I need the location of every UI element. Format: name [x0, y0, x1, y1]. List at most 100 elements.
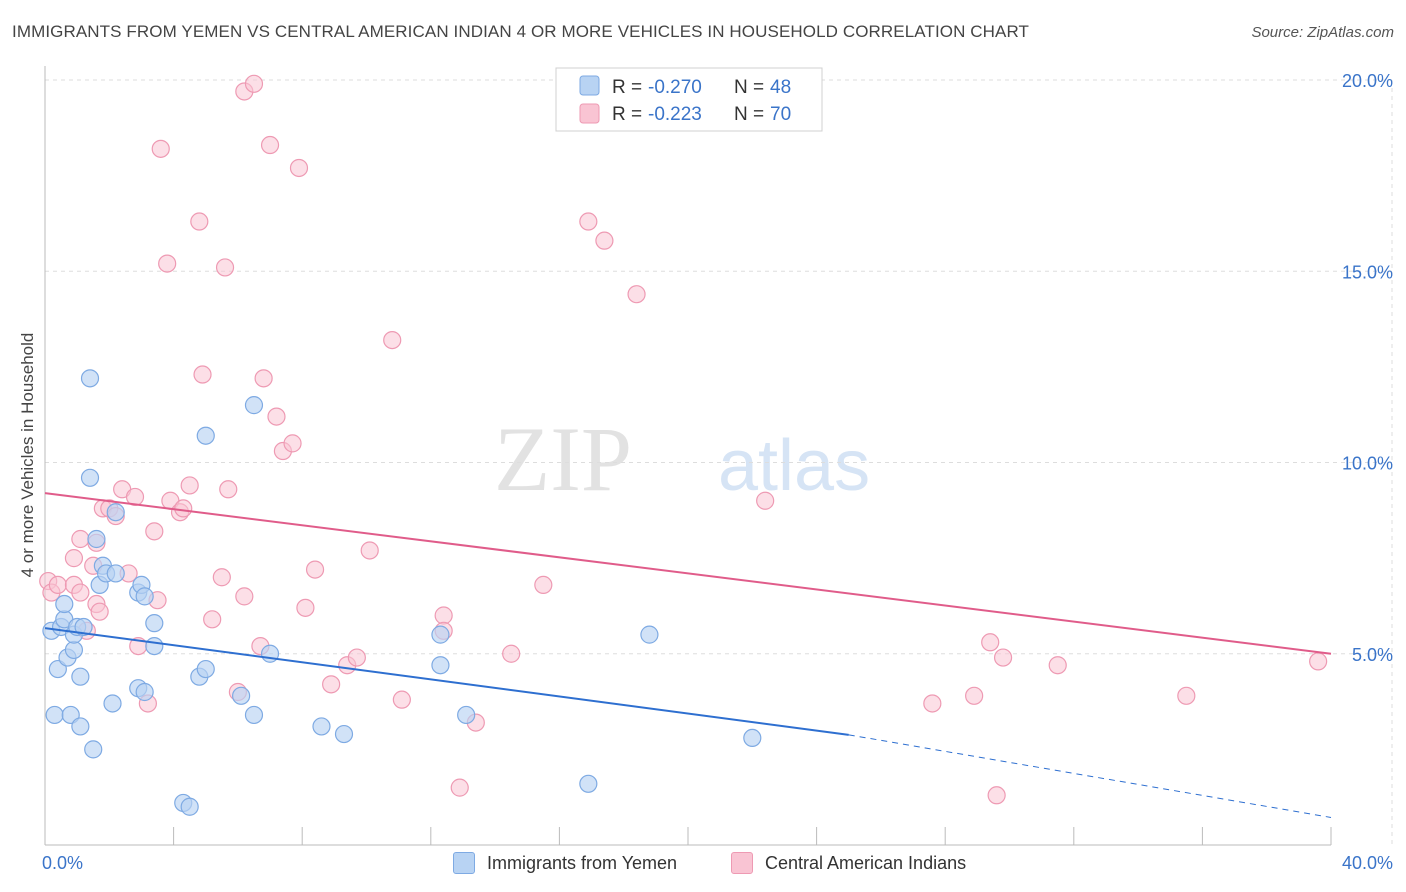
point-immigrants-from-yemen: [103, 694, 122, 713]
watermark-zip: ZIP: [494, 408, 632, 510]
y-tick-label: 5.0%: [1352, 645, 1393, 665]
x-tick-label-max: 40.0%: [1342, 853, 1393, 873]
point-immigrants-from-yemen: [55, 594, 74, 614]
bottom-legend-swatch-pink: [731, 852, 753, 874]
point-immigrants-from-yemen: [457, 705, 476, 725]
point-immigrants-from-yemen: [106, 564, 125, 583]
bottom-legend-swatch-blue: [453, 852, 475, 874]
series-central-american-indians: [39, 74, 1328, 805]
tick-labels: 5.0% 10.0% 15.0% 20.0% 0.0% 40.0%: [42, 71, 1393, 873]
point-central-american-indians: [254, 369, 273, 388]
point-central-american-indians: [283, 434, 302, 453]
point-central-american-indians: [145, 522, 164, 541]
point-immigrants-from-yemen: [431, 625, 450, 644]
legend-r-value-2: -0.223: [648, 104, 702, 125]
point-immigrants-from-yemen: [196, 426, 215, 445]
point-central-american-indians: [193, 365, 212, 384]
point-immigrants-from-yemen: [84, 740, 103, 759]
point-central-american-indians: [987, 786, 1006, 805]
point-immigrants-from-yemen: [74, 617, 93, 637]
watermark: ZIP atlas: [494, 408, 870, 510]
point-central-american-indians: [174, 499, 193, 518]
point-immigrants-from-yemen: [312, 717, 331, 736]
point-central-american-indians: [219, 480, 238, 499]
grid: [45, 79, 1393, 845]
point-central-american-indians: [260, 135, 280, 155]
watermark-atlas: atlas: [718, 426, 870, 506]
point-immigrants-from-yemen: [334, 724, 354, 744]
y-tick-label: 10.0%: [1342, 454, 1393, 474]
point-central-american-indians: [450, 778, 469, 797]
point-immigrants-from-yemen: [743, 728, 762, 748]
point-central-american-indians: [296, 598, 315, 617]
point-immigrants-from-yemen: [135, 682, 154, 702]
point-central-american-indians: [90, 602, 109, 621]
point-central-american-indians: [305, 560, 325, 579]
point-immigrants-from-yemen: [145, 636, 164, 656]
trend-line-central-american-indians: [44, 492, 1332, 655]
point-central-american-indians: [151, 139, 170, 158]
point-immigrants-from-yemen: [431, 656, 450, 675]
legend-r-value-1: -0.270: [648, 77, 702, 98]
point-central-american-indians: [347, 648, 366, 667]
bottom-legend-item-cai: Central American Indians: [731, 852, 966, 874]
point-central-american-indians: [212, 568, 231, 587]
point-central-american-indians: [244, 74, 264, 93]
point-immigrants-from-yemen: [106, 503, 125, 522]
y-tick-label: 15.0%: [1342, 262, 1393, 282]
legend-n-label-2: N =: [734, 104, 764, 125]
point-immigrants-from-yemen: [64, 640, 84, 660]
trend-line-immigrants-from-yemen: [44, 627, 849, 736]
point-immigrants-from-yemen: [135, 587, 154, 606]
point-immigrants-from-yemen: [640, 625, 659, 644]
point-central-american-indians: [1177, 686, 1196, 705]
point-central-american-indians: [125, 487, 145, 507]
point-immigrants-from-yemen: [87, 529, 106, 549]
y-tick-label: 20.0%: [1342, 71, 1393, 91]
point-central-american-indians: [965, 686, 984, 705]
point-central-american-indians: [993, 648, 1013, 667]
legend-r-label-1: R =: [612, 77, 642, 98]
point-central-american-indians: [756, 491, 775, 510]
point-immigrants-from-yemen: [71, 667, 90, 686]
point-central-american-indians: [502, 644, 521, 663]
axes: [44, 66, 1332, 846]
point-central-american-indians: [64, 549, 84, 568]
point-immigrants-from-yemen: [45, 705, 64, 725]
point-immigrants-from-yemen: [145, 614, 164, 633]
point-central-american-indians: [71, 529, 90, 549]
point-central-american-indians: [1309, 652, 1328, 671]
point-immigrants-from-yemen: [196, 659, 215, 679]
point-central-american-indians: [534, 575, 553, 595]
point-central-american-indians: [235, 587, 254, 606]
point-central-american-indians: [203, 610, 222, 629]
legend-n-value-2: 70: [770, 104, 791, 125]
point-central-american-indians: [215, 258, 235, 277]
x-tick-label-min: 0.0%: [42, 853, 83, 873]
point-immigrants-from-yemen: [244, 705, 264, 725]
legend-r-label-2: R =: [612, 104, 642, 125]
bottom-legend-item-yemen: Immigrants from Yemen: [453, 852, 677, 874]
point-central-american-indians: [322, 675, 341, 694]
chart-title: IMMIGRANTS FROM YEMEN VS CENTRAL AMERICA…: [12, 22, 1030, 41]
point-immigrants-from-yemen: [232, 686, 251, 705]
point-central-american-indians: [360, 541, 379, 560]
bottom-legend-label-cai: Central American Indians: [765, 852, 967, 873]
point-immigrants-from-yemen: [71, 717, 90, 736]
point-central-american-indians: [383, 331, 402, 350]
point-central-american-indians: [923, 694, 942, 713]
legend-swatch-blue: [579, 75, 600, 96]
legend-n-value-1: 48: [770, 77, 791, 98]
bottom-legend: Immigrants from Yemen Central American I…: [0, 852, 1406, 876]
point-central-american-indians: [595, 231, 614, 250]
legend-box: R = -0.270 N = 48 R = -0.223 N = 70: [555, 67, 823, 132]
point-central-american-indians: [289, 158, 309, 178]
legend-swatch-pink: [579, 103, 600, 124]
bottom-legend-label-yemen: Immigrants from Yemen: [487, 852, 678, 873]
point-central-american-indians: [981, 633, 1000, 652]
point-immigrants-from-yemen: [80, 369, 100, 388]
point-immigrants-from-yemen: [80, 468, 100, 487]
point-central-american-indians: [48, 575, 67, 595]
point-central-american-indians: [392, 690, 411, 709]
